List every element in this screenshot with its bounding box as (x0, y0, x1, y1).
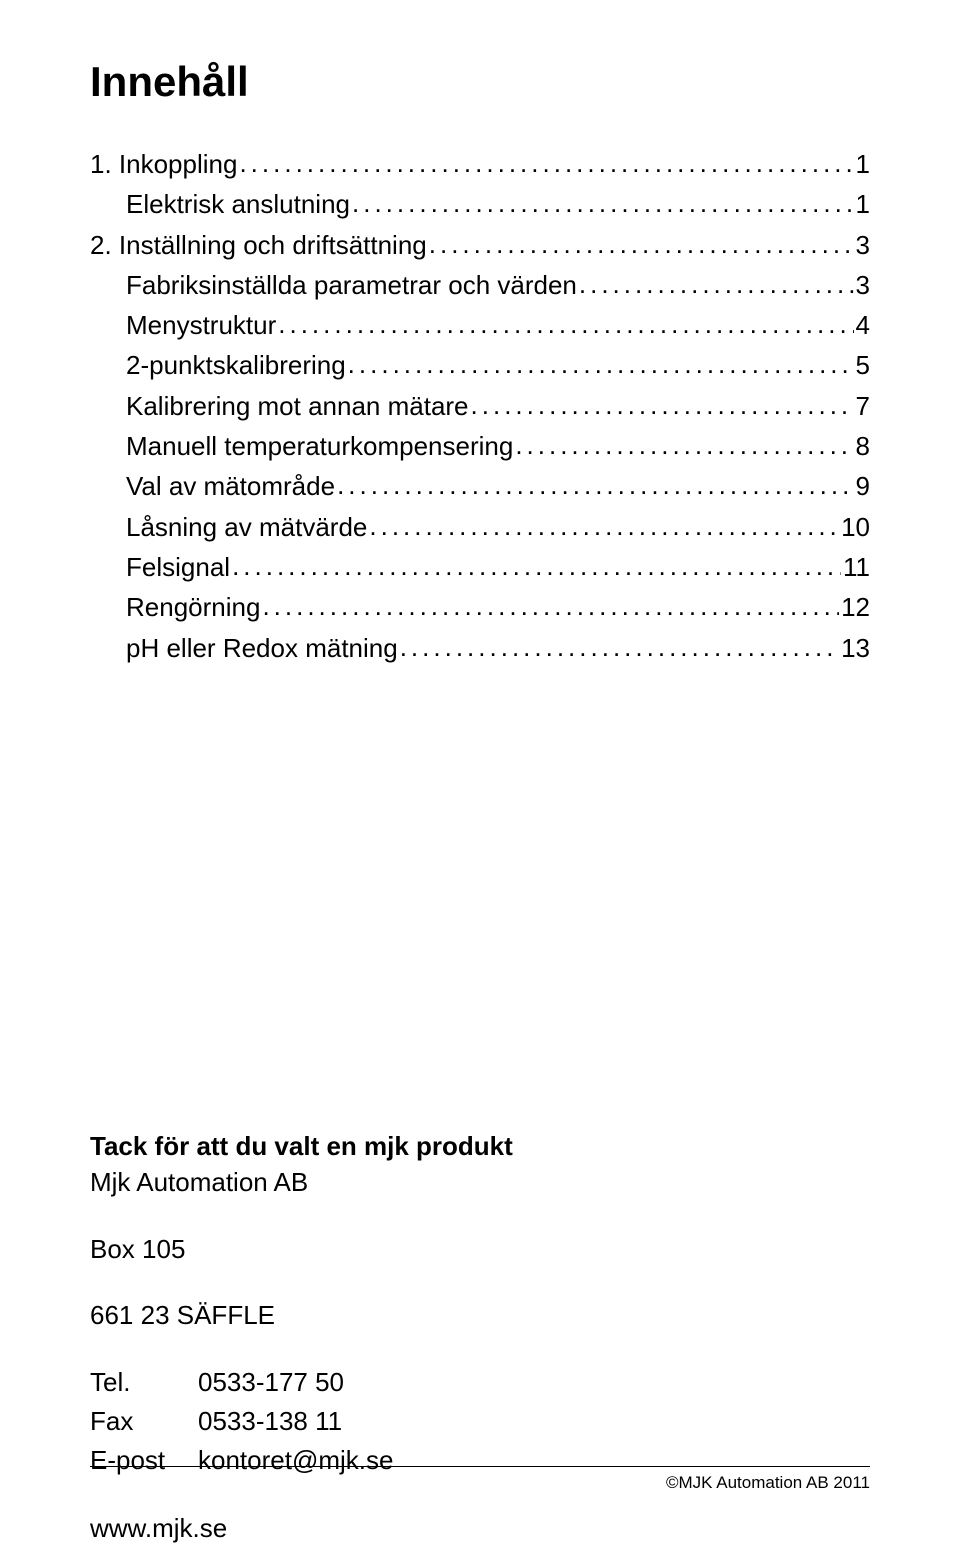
toc-label: Fabriksinställda parametrar och värden (126, 265, 577, 305)
toc-page-number: 1 (856, 184, 870, 224)
toc-leader-dots (471, 385, 854, 425)
toc-label: 1. Inkoppling (90, 144, 237, 184)
contact-value: 0533-177 50 (198, 1363, 344, 1402)
toc-page-number: 13 (841, 628, 870, 668)
toc-label: Låsning av mätvärde (126, 507, 367, 547)
toc-label: Val av mätområde (126, 466, 335, 506)
toc-page-number: 12 (841, 587, 870, 627)
toc-entry: Menystruktur 4 (90, 305, 870, 345)
contact-value: 0533-138 11 (198, 1402, 342, 1441)
document-page: Innehåll 1. Inkoppling1Elektrisk anslutn… (0, 0, 960, 1541)
toc-entry: 2. Inställning och driftsättning 3 (90, 225, 870, 265)
toc-label: Kalibrering mot annan mätare (126, 386, 469, 426)
toc-leader-dots (232, 546, 841, 586)
toc-page-number: 9 (856, 466, 870, 506)
toc-entry: Elektrisk anslutning 1 (90, 184, 870, 224)
toc-label: Manuell temperaturkompensering (126, 426, 513, 466)
toc-label: 2-punktskalibrering (126, 345, 346, 385)
toc-leader-dots (579, 264, 854, 304)
company-name: Mjk Automation AB (90, 1164, 870, 1200)
toc-page-number: 4 (856, 305, 870, 345)
toc-entry: 2-punktskalibrering 5 (90, 345, 870, 385)
toc-leader-dots (429, 224, 854, 264)
toc-entry: Kalibrering mot annan mätare 7 (90, 386, 870, 426)
toc-entry: pH eller Redox mätning 13 (90, 628, 870, 668)
toc-entry: Rengörning 12 (90, 587, 870, 627)
toc-leader-dots (352, 183, 854, 223)
toc-leader-dots (278, 304, 853, 344)
toc-leader-dots (515, 425, 853, 465)
toc-leader-dots (337, 465, 853, 505)
contact-label: Fax (90, 1402, 198, 1441)
toc-label: pH eller Redox mätning (126, 628, 398, 668)
website: www.mjk.se (90, 1510, 870, 1546)
toc-leader-dots (239, 143, 853, 183)
contact-row: Fax0533-138 11 (90, 1402, 870, 1441)
toc-page-number: 8 (856, 426, 870, 466)
footer-rule (90, 1466, 870, 1467)
toc-leader-dots (348, 344, 854, 384)
toc-label: Elektrisk anslutning (126, 184, 350, 224)
table-of-contents: 1. Inkoppling1Elektrisk anslutning12. In… (90, 144, 870, 668)
toc-page-number: 1 (856, 144, 870, 184)
toc-page-number: 10 (841, 507, 870, 547)
address-box: Box 105 (90, 1231, 870, 1267)
toc-label: Rengörning (126, 587, 260, 627)
toc-leader-dots (400, 627, 839, 667)
toc-entry: Fabriksinställda parametrar och värden 3 (90, 265, 870, 305)
contact-row: Tel.0533-177 50 (90, 1363, 870, 1402)
toc-entry: Val av mätområde 9 (90, 466, 870, 506)
toc-leader-dots (369, 506, 839, 546)
contact-label: Tel. (90, 1363, 198, 1402)
toc-page-number: 3 (856, 265, 870, 305)
toc-page-number: 11 (843, 547, 870, 587)
address-city: 661 23 SÄFFLE (90, 1297, 870, 1333)
toc-label: Menystruktur (126, 305, 276, 345)
page-title: Innehåll (90, 58, 870, 106)
toc-entry: Felsignal 11 (90, 547, 870, 587)
toc-page-number: 5 (856, 345, 870, 385)
toc-entry: 1. Inkoppling 1 (90, 144, 870, 184)
toc-entry: Manuell temperaturkompensering 8 (90, 426, 870, 466)
contacts-list: Tel.0533-177 50Fax0533-138 11E-postkonto… (90, 1363, 870, 1480)
thanks-heading: Tack för att du valt en mjk produkt (90, 1128, 870, 1164)
page-footer: ©MJK Automation AB 2011 (90, 1466, 870, 1493)
toc-label: 2. Inställning och driftsättning (90, 225, 427, 265)
toc-entry: Låsning av mätvärde 10 (90, 507, 870, 547)
toc-leader-dots (262, 586, 839, 626)
toc-page-number: 3 (856, 225, 870, 265)
toc-page-number: 7 (856, 386, 870, 426)
toc-label: Felsignal (126, 547, 230, 587)
footer-copyright: ©MJK Automation AB 2011 (90, 1473, 870, 1493)
